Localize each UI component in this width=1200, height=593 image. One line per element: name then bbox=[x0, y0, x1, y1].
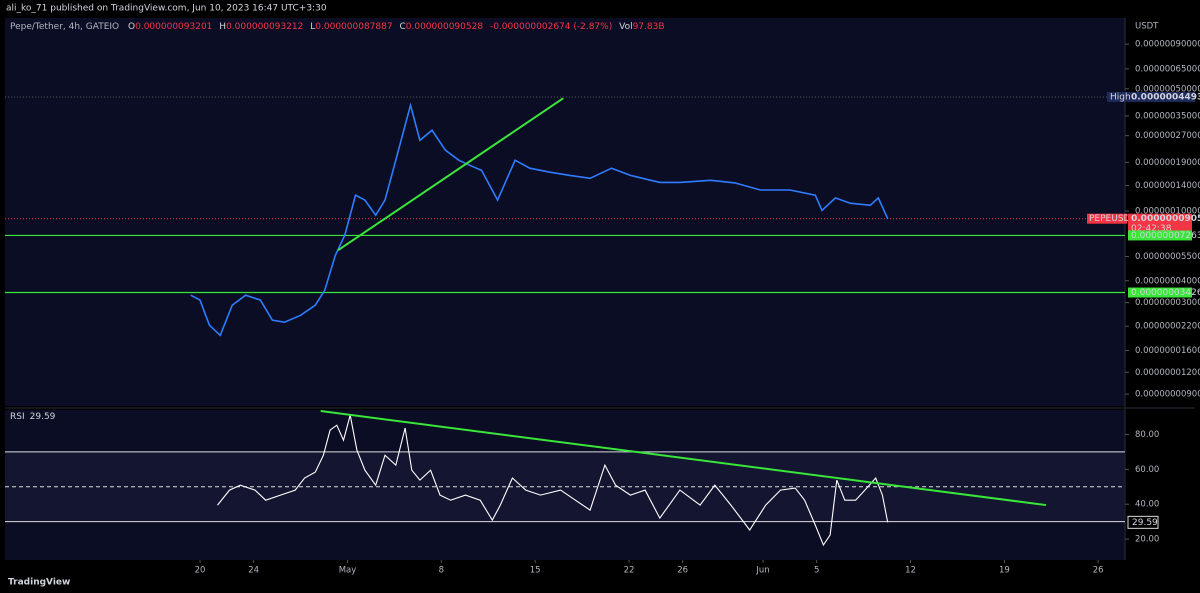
x-tick-label: 5 bbox=[814, 566, 819, 576]
x-tick-label: 24 bbox=[248, 566, 259, 576]
trendline bbox=[320, 410, 1047, 507]
volume: 97.83B bbox=[633, 22, 665, 32]
support-label: 0.000000034263 bbox=[1131, 288, 1200, 298]
ohlc-value: 0.000000093201 bbox=[135, 22, 212, 32]
symbol: Pepe/Tether, 4h, GATEIO bbox=[10, 22, 119, 32]
support-box bbox=[1128, 287, 1192, 298]
countdown: 02:42:38 bbox=[1131, 224, 1172, 234]
rsi-title: RSI bbox=[10, 412, 25, 422]
y-tick-label: 0.000000009000 bbox=[1135, 390, 1200, 400]
x-tick-label: 19 bbox=[999, 566, 1010, 576]
last-value: 0.000000090528 bbox=[1131, 214, 1200, 224]
y-tick-label: 60.00 bbox=[1135, 465, 1159, 475]
x-tick-label: Jun bbox=[755, 566, 769, 576]
rsi-legend: RSI 29.59 bbox=[10, 412, 56, 422]
currency: USDT bbox=[1135, 22, 1159, 32]
high-label: High bbox=[1110, 92, 1131, 102]
ohlc-value: 0.000000087887 bbox=[315, 22, 392, 32]
x-tick-label: 26 bbox=[677, 566, 688, 576]
y-tick-label: 40.00 bbox=[1135, 500, 1159, 510]
legend: Pepe/Tether, 4h, GATEIO O0.000000093201 … bbox=[10, 22, 665, 32]
x-tick-label: 8 bbox=[439, 566, 444, 576]
rsi-line bbox=[217, 414, 889, 547]
support-box bbox=[1128, 230, 1192, 241]
x-tick-label: 26 bbox=[1093, 566, 1104, 576]
publisher: ali_ko_71 published on TradingView.com, … bbox=[6, 4, 327, 14]
price-line bbox=[190, 102, 889, 337]
ohlc-key: L bbox=[310, 22, 315, 32]
ohlc-key: H bbox=[219, 22, 226, 32]
rsi-value: 29.59 bbox=[30, 412, 56, 422]
high-value: 0.000000449388 bbox=[1131, 92, 1200, 102]
high-box bbox=[1107, 91, 1195, 102]
x-tick-label: 15 bbox=[530, 566, 541, 576]
last-box bbox=[1128, 213, 1192, 234]
last-symbol-box bbox=[1087, 213, 1127, 224]
ohlc-value: 0.000000093212 bbox=[226, 22, 303, 32]
ohlc-value: 0.000000090528 bbox=[406, 22, 484, 32]
x-tick-label: 12 bbox=[905, 566, 916, 576]
ohlc-key: O bbox=[128, 22, 135, 32]
last-symbol: PEPEUSDT bbox=[1089, 214, 1136, 224]
volume-key: Vol bbox=[619, 22, 632, 32]
footer: TradingView bbox=[8, 578, 70, 588]
x-tick-label: 20 bbox=[195, 566, 206, 576]
y-tick-label: 80.00 bbox=[1135, 430, 1159, 440]
rsi-last-box bbox=[1127, 515, 1159, 529]
y-tick-label: 20.00 bbox=[1135, 535, 1159, 545]
change: -0.000000002674 (-2.87%) bbox=[490, 22, 612, 32]
x-tick-label: May bbox=[339, 566, 357, 576]
rsi-last-value: 29.59 bbox=[1132, 518, 1158, 528]
trendline bbox=[337, 97, 564, 252]
x-tick-label: 22 bbox=[624, 566, 635, 576]
ohlc-key: C bbox=[399, 22, 405, 32]
